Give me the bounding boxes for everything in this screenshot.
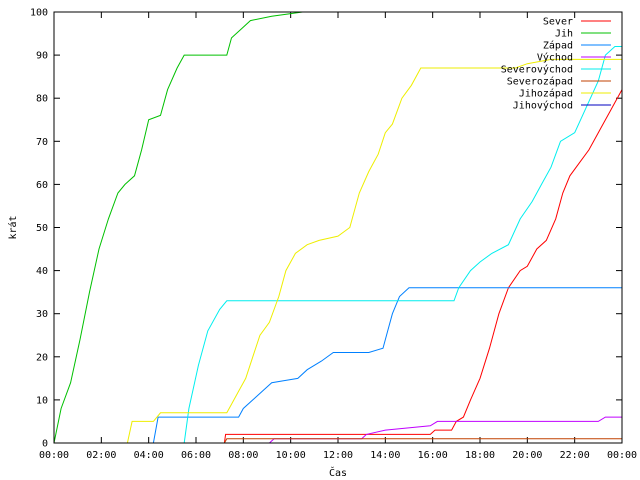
legend-label: Východ	[537, 52, 573, 64]
y-tick-label: 50	[36, 223, 48, 234]
x-tick-label: 14:00	[370, 450, 400, 461]
legend-label: Západ	[543, 40, 573, 52]
plot-frame	[53, 11, 623, 444]
series-line-sever	[223, 89, 623, 444]
y-tick-label: 80	[36, 94, 48, 105]
series-line-západ	[152, 287, 622, 444]
x-tick-label: 08:00	[228, 450, 258, 461]
y-tick-label: 30	[36, 309, 48, 320]
series-line-jihozápad	[126, 58, 622, 444]
series-layer	[53, 11, 623, 444]
y-tick-label: 90	[36, 51, 48, 62]
y-tick-label: 60	[36, 180, 48, 191]
series-line-jih	[53, 11, 303, 444]
x-tick-label: 20:00	[512, 450, 542, 461]
legend: SeverJihZápadVýchodSeverovýchodSeverozáp…	[501, 17, 611, 112]
x-tick-label: 00:00	[39, 450, 69, 461]
legend-label: Jihovýchod	[513, 100, 573, 112]
x-tick-label: 16:00	[418, 450, 448, 461]
y-tick-label: 100	[30, 8, 48, 19]
legend-label: Jihozápad	[519, 88, 573, 100]
ticks-layer: 0 10 20 30 40 50 60 70 80 90 100 00:00 02:00 04:00 06:…	[30, 8, 637, 462]
legend-label: Jih	[555, 29, 573, 40]
y-tick-label: 0	[42, 439, 48, 450]
series-line-severozápad	[223, 438, 622, 444]
y-tick-label: 10	[36, 395, 48, 406]
x-tick-label: 00:00	[607, 450, 637, 461]
x-tick-label: 02:00	[86, 450, 116, 461]
y-tick-label: 20	[36, 352, 48, 363]
x-axis-title: Čas	[329, 466, 347, 479]
legend-label: Severovýchod	[501, 64, 573, 76]
y-tick-label: 70	[36, 137, 48, 148]
x-tick-label: 12:00	[323, 450, 353, 461]
y-axis-title: krát	[7, 215, 19, 239]
x-tick-label: 10:00	[276, 450, 306, 461]
legend-label: Sever	[543, 17, 573, 28]
legend-label: Severozápad	[507, 76, 573, 88]
x-tick-label: 18:00	[465, 450, 495, 461]
y-tick-label: 40	[36, 266, 48, 277]
series-line-severovýchod	[183, 46, 622, 444]
x-tick-label: 22:00	[560, 450, 590, 461]
x-tick-label: 06:00	[181, 450, 211, 461]
x-tick-label: 04:00	[134, 450, 164, 461]
